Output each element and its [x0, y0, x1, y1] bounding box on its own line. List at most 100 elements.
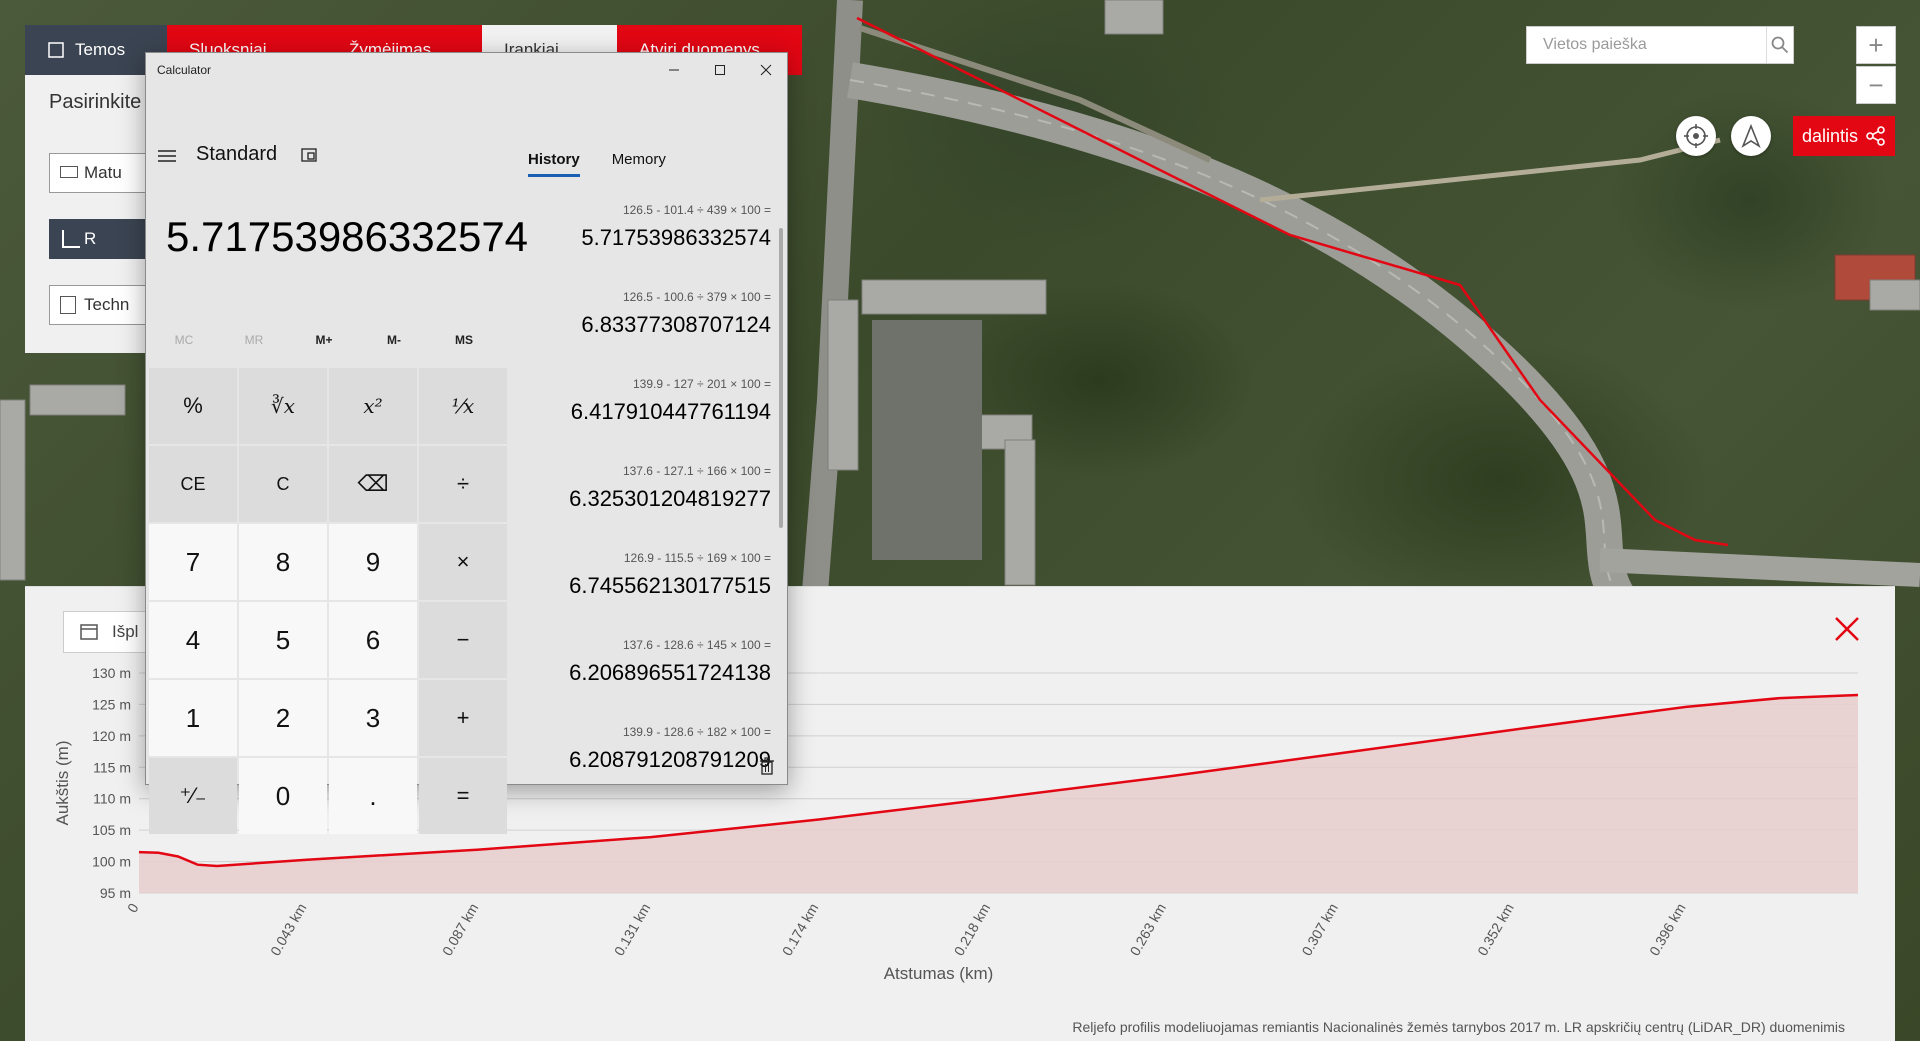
maximize-button[interactable] [697, 53, 743, 87]
digit-4-key[interactable]: 4 [149, 602, 237, 678]
ruler-icon [60, 166, 78, 178]
crosshair-icon [1684, 124, 1708, 148]
history-expression: 137.6 - 127.1 ÷ 166 × 100 = [622, 464, 771, 478]
tools-panel-title: Pasirinkite [49, 91, 142, 113]
decimal-key[interactable]: . [329, 758, 417, 834]
x-axis-label: Atstumas (km) [884, 964, 994, 983]
history-result: 6.745562130177515 [569, 573, 771, 598]
memory-clear-button[interactable]: MC [174, 333, 194, 347]
expand-selector-label: Išpl [112, 622, 139, 641]
history-result: 6.325301204819277 [569, 486, 771, 511]
history-scrollbar[interactable] [779, 228, 783, 528]
close-icon [760, 64, 772, 76]
clear-entry-key[interactable]: CE [149, 446, 237, 522]
negate-key[interactable]: ⁺⁄₋ [149, 758, 237, 834]
history-entry[interactable]: 137.6 - 127.1 ÷ 166 × 100 = 6.32530120481… [486, 464, 771, 551]
trash-icon[interactable] [759, 757, 775, 775]
reciprocal-key[interactable]: ¹⁄x [419, 368, 507, 444]
place-search-input[interactable] [1527, 27, 1766, 63]
cube-root-key[interactable]: ∛x [239, 368, 327, 444]
share-icon [1866, 126, 1885, 146]
x-tick-label: 0.307 km [1298, 901, 1341, 959]
y-tick-label: 120 m [92, 728, 131, 744]
navigation-arrow-icon [1741, 124, 1761, 148]
search-icon [1771, 36, 1789, 54]
x-tick-label: 0.218 km [951, 901, 994, 959]
memory-add-button[interactable]: M+ [315, 333, 333, 347]
history-memory-tabs: History Memory [528, 151, 666, 177]
minimize-button[interactable] [651, 53, 697, 87]
hamburger-menu-icon[interactable] [158, 149, 176, 163]
digit-2-key[interactable]: 2 [239, 680, 327, 756]
digit-1-key[interactable]: 1 [149, 680, 237, 756]
technical-button-label: Techn [84, 295, 130, 314]
backspace-key[interactable]: ⌫ [329, 446, 417, 522]
calculator-titlebar[interactable]: Calculator [146, 53, 787, 87]
x-tick-label: 0.263 km [1126, 901, 1169, 959]
equals-key[interactable]: = [419, 758, 507, 834]
tab-history[interactable]: History [528, 151, 580, 177]
x-tick-label: 0.174 km [779, 901, 822, 959]
locate-button[interactable] [1676, 116, 1716, 156]
zoom-out-button[interactable]: − [1856, 66, 1896, 104]
chart-icon [62, 230, 80, 248]
y-tick-label: 110 m [93, 791, 131, 807]
history-entry[interactable]: 126.5 - 101.4 ÷ 439 × 100 = 5.71753986332… [486, 203, 771, 290]
calculator-display: 5.71753986332574 [166, 213, 529, 260]
history-entry[interactable]: 137.6 - 128.6 ÷ 145 × 100 = 6.20689655172… [486, 638, 771, 725]
digit-9-key[interactable]: 9 [329, 524, 417, 600]
relief-profile-button-label: R [84, 229, 97, 248]
history-entry[interactable]: 139.9 - 127 ÷ 201 × 100 = 6.4179104477611… [486, 377, 771, 464]
route-line [856, 16, 1729, 547]
measure-button-label: Matu [84, 163, 122, 182]
multiply-key[interactable]: × [419, 524, 507, 600]
square-key[interactable]: x² [329, 368, 417, 444]
history-result: 6.417910447761194 [570, 399, 771, 424]
add-key[interactable]: + [419, 680, 507, 756]
tab-temos[interactable]: Temos [25, 25, 167, 75]
x-tick-label: 0 [124, 900, 142, 915]
history-list: 126.5 - 101.4 ÷ 439 × 100 = 5.71753986332… [486, 203, 771, 812]
close-icon[interactable] [1833, 615, 1861, 643]
digit-7-key[interactable]: 7 [149, 524, 237, 600]
window-icon [80, 624, 98, 640]
digit-6-key[interactable]: 6 [329, 602, 417, 678]
share-button[interactable]: dalintis [1793, 116, 1895, 156]
y-tick-label: 100 m [92, 854, 131, 870]
history-entry[interactable]: 126.5 - 100.6 ÷ 379 × 100 = 6.83377308707… [486, 290, 771, 377]
history-entry[interactable]: 139.9 - 128.6 ÷ 182 × 100 = 6.20879120879… [486, 725, 771, 812]
x-tick-label: 0.352 km [1474, 901, 1517, 959]
window-title: Calculator [157, 63, 212, 77]
subtract-key[interactable]: − [419, 602, 507, 678]
memory-store-button[interactable]: MS [455, 333, 473, 347]
digit-8-key[interactable]: 8 [239, 524, 327, 600]
elevation-line [138, 693, 1859, 868]
keep-on-top-icon[interactable] [301, 148, 317, 162]
zoom-in-button[interactable]: + [1856, 26, 1896, 64]
tab-label: Temos [75, 40, 126, 59]
compass-button[interactable] [1731, 116, 1771, 156]
clear-key[interactable]: C [239, 446, 327, 522]
y-axis-label: Aukštis (m) [53, 741, 72, 826]
memory-recall-button[interactable]: MR [244, 333, 264, 347]
tab-memory[interactable]: Memory [611, 151, 666, 168]
history-expression: 126.5 - 101.4 ÷ 439 × 100 = [622, 203, 771, 217]
memory-row: MC MR M+ M- MS [149, 333, 499, 347]
digit-5-key[interactable]: 5 [239, 602, 327, 678]
x-tick-label: 0.043 km [267, 901, 310, 959]
search-button[interactable] [1766, 27, 1793, 63]
x-tick-label: 0.131 km [611, 901, 654, 959]
divide-key[interactable]: ÷ [419, 446, 507, 522]
history-result: 5.71753986332574 [581, 225, 771, 250]
percent-key[interactable]: % [149, 368, 237, 444]
layers-icon [48, 42, 64, 58]
memory-subtract-button[interactable]: M- [387, 333, 401, 347]
digit-3-key[interactable]: 3 [329, 680, 417, 756]
document-icon [60, 296, 76, 314]
close-button[interactable] [743, 53, 789, 87]
digit-0-key[interactable]: 0 [239, 758, 327, 834]
y-tick-label: 130 m [92, 665, 131, 681]
y-tick-label: 115 m [93, 759, 131, 775]
history-entry[interactable]: 126.9 - 115.5 ÷ 169 × 100 = 6.74556213017… [486, 551, 771, 638]
profile-footnote: Reljefo profilis modeliuojamas remiantis… [1072, 1019, 1845, 1035]
